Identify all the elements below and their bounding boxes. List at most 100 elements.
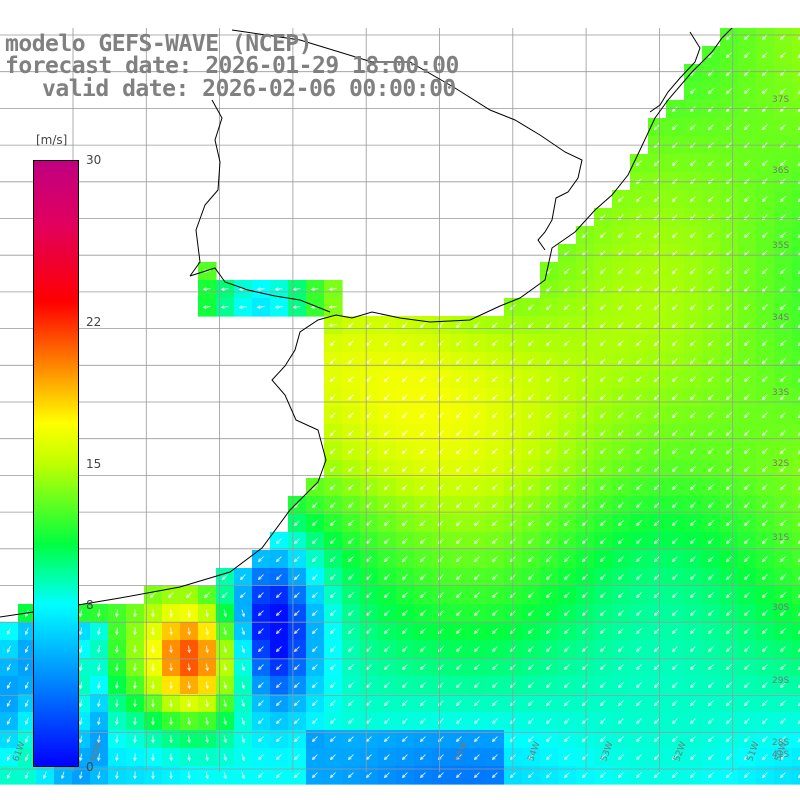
wind-arrow: [779, 412, 786, 419]
wind-arrow: [671, 664, 678, 671]
wind-arrow: [78, 663, 83, 672]
wind-arrow: [202, 287, 211, 291]
wind-arrow: [761, 322, 768, 329]
wind-arrow: [401, 628, 408, 635]
wind-arrow: [707, 628, 714, 635]
wind-arrow: [761, 430, 768, 437]
wind-arrow: [419, 502, 426, 509]
wind-arrow: [527, 682, 534, 689]
wind-arrow: [455, 430, 462, 437]
wind-arrow: [779, 340, 786, 347]
wind-arrow: [761, 520, 768, 527]
wind-arrow: [797, 450, 800, 455]
wind-arrow: [653, 232, 660, 239]
wind-arrow: [491, 718, 498, 725]
wind-arrow: [653, 430, 660, 437]
wind-arrow: [545, 772, 552, 779]
wind-arrow: [707, 484, 714, 491]
wind-arrow: [491, 448, 498, 455]
wind-arrow: [797, 270, 800, 275]
wind-arrow: [725, 394, 732, 401]
wind-arrow: [599, 484, 606, 491]
wind-arrow: [527, 430, 534, 437]
colorbar-tick-label: 15: [86, 457, 102, 471]
wind-arrow: [725, 196, 732, 203]
wind-arrow: [725, 610, 732, 617]
wind-arrow: [779, 646, 786, 653]
wind-arrow: [761, 394, 768, 401]
wind-arrow: [563, 520, 570, 527]
wind-arrow: [563, 718, 570, 725]
wind-arrow: [24, 663, 29, 672]
wind-arrow: [347, 466, 354, 473]
wind-cell: [792, 694, 800, 713]
wind-arrow: [779, 106, 786, 113]
wind-cell: [792, 64, 800, 83]
wind-arrow: [599, 736, 606, 743]
wind-arrow: [599, 322, 606, 329]
wind-arrow: [599, 574, 606, 581]
wind-arrow: [527, 502, 534, 509]
wind-arrow: [599, 682, 606, 689]
wind-arrow: [653, 448, 660, 455]
wind-arrow: [329, 592, 336, 599]
wind-arrow: [527, 718, 534, 725]
wind-arrow: [725, 538, 732, 545]
wind-arrow: [293, 520, 300, 527]
wind-cell: [792, 118, 800, 137]
wind-arrow: [617, 610, 624, 617]
wind-arrow: [689, 430, 696, 437]
wind-arrow: [635, 628, 642, 635]
wind-arrow: [635, 376, 642, 383]
wind-arrow: [491, 502, 498, 509]
wind-cell: [792, 604, 800, 623]
wind-arrow: [545, 682, 552, 689]
wind-arrow: [563, 448, 570, 455]
latitude-label: 28S: [772, 738, 789, 748]
wind-arrow: [725, 664, 732, 671]
wind-arrow: [223, 645, 228, 654]
wind-arrow: [329, 538, 336, 545]
wind-arrow: [275, 700, 282, 707]
wind-arrow: [653, 556, 660, 563]
wind-arrow: [725, 322, 732, 329]
wind-arrow: [743, 304, 750, 311]
wind-arrow: [401, 484, 408, 491]
wind-arrow: [527, 304, 534, 311]
wind-arrow: [220, 305, 229, 309]
wind-arrow: [527, 484, 534, 491]
wind-arrow: [24, 627, 29, 636]
wind-arrow: [761, 340, 768, 347]
wind-arrow: [223, 681, 228, 690]
wind-arrow: [617, 412, 624, 419]
wind-arrow: [257, 736, 264, 743]
wind-arrow: [725, 268, 732, 275]
wind-arrow: [563, 430, 570, 437]
wind-arrow: [419, 556, 426, 563]
wind-arrow: [151, 717, 155, 726]
wind-arrow: [797, 486, 800, 491]
wind-arrow: [455, 412, 462, 419]
wind-arrow: [257, 592, 264, 599]
wind-arrow: [6, 771, 11, 779]
wind-arrow: [563, 682, 570, 689]
latitude-label: 30S: [772, 603, 789, 613]
wind-arrow: [151, 771, 155, 780]
wind-arrow: [491, 412, 498, 419]
wind-arrow: [797, 666, 800, 671]
wind-arrow: [797, 576, 800, 581]
wind-arrow: [797, 684, 800, 689]
wind-arrow: [527, 736, 534, 743]
latitude-label: 35S: [772, 241, 789, 251]
wind-arrow: [293, 718, 300, 725]
wind-arrow: [689, 736, 696, 743]
wind-arrow: [275, 610, 282, 617]
wind-arrow: [545, 466, 552, 473]
wind-arrow: [257, 628, 264, 635]
wind-arrow: [491, 628, 498, 635]
wind-arrow: [97, 609, 101, 618]
wind-arrow: [563, 502, 570, 509]
wind-arrow: [761, 358, 768, 365]
wind-arrow: [635, 520, 642, 527]
wind-arrow: [617, 664, 624, 671]
